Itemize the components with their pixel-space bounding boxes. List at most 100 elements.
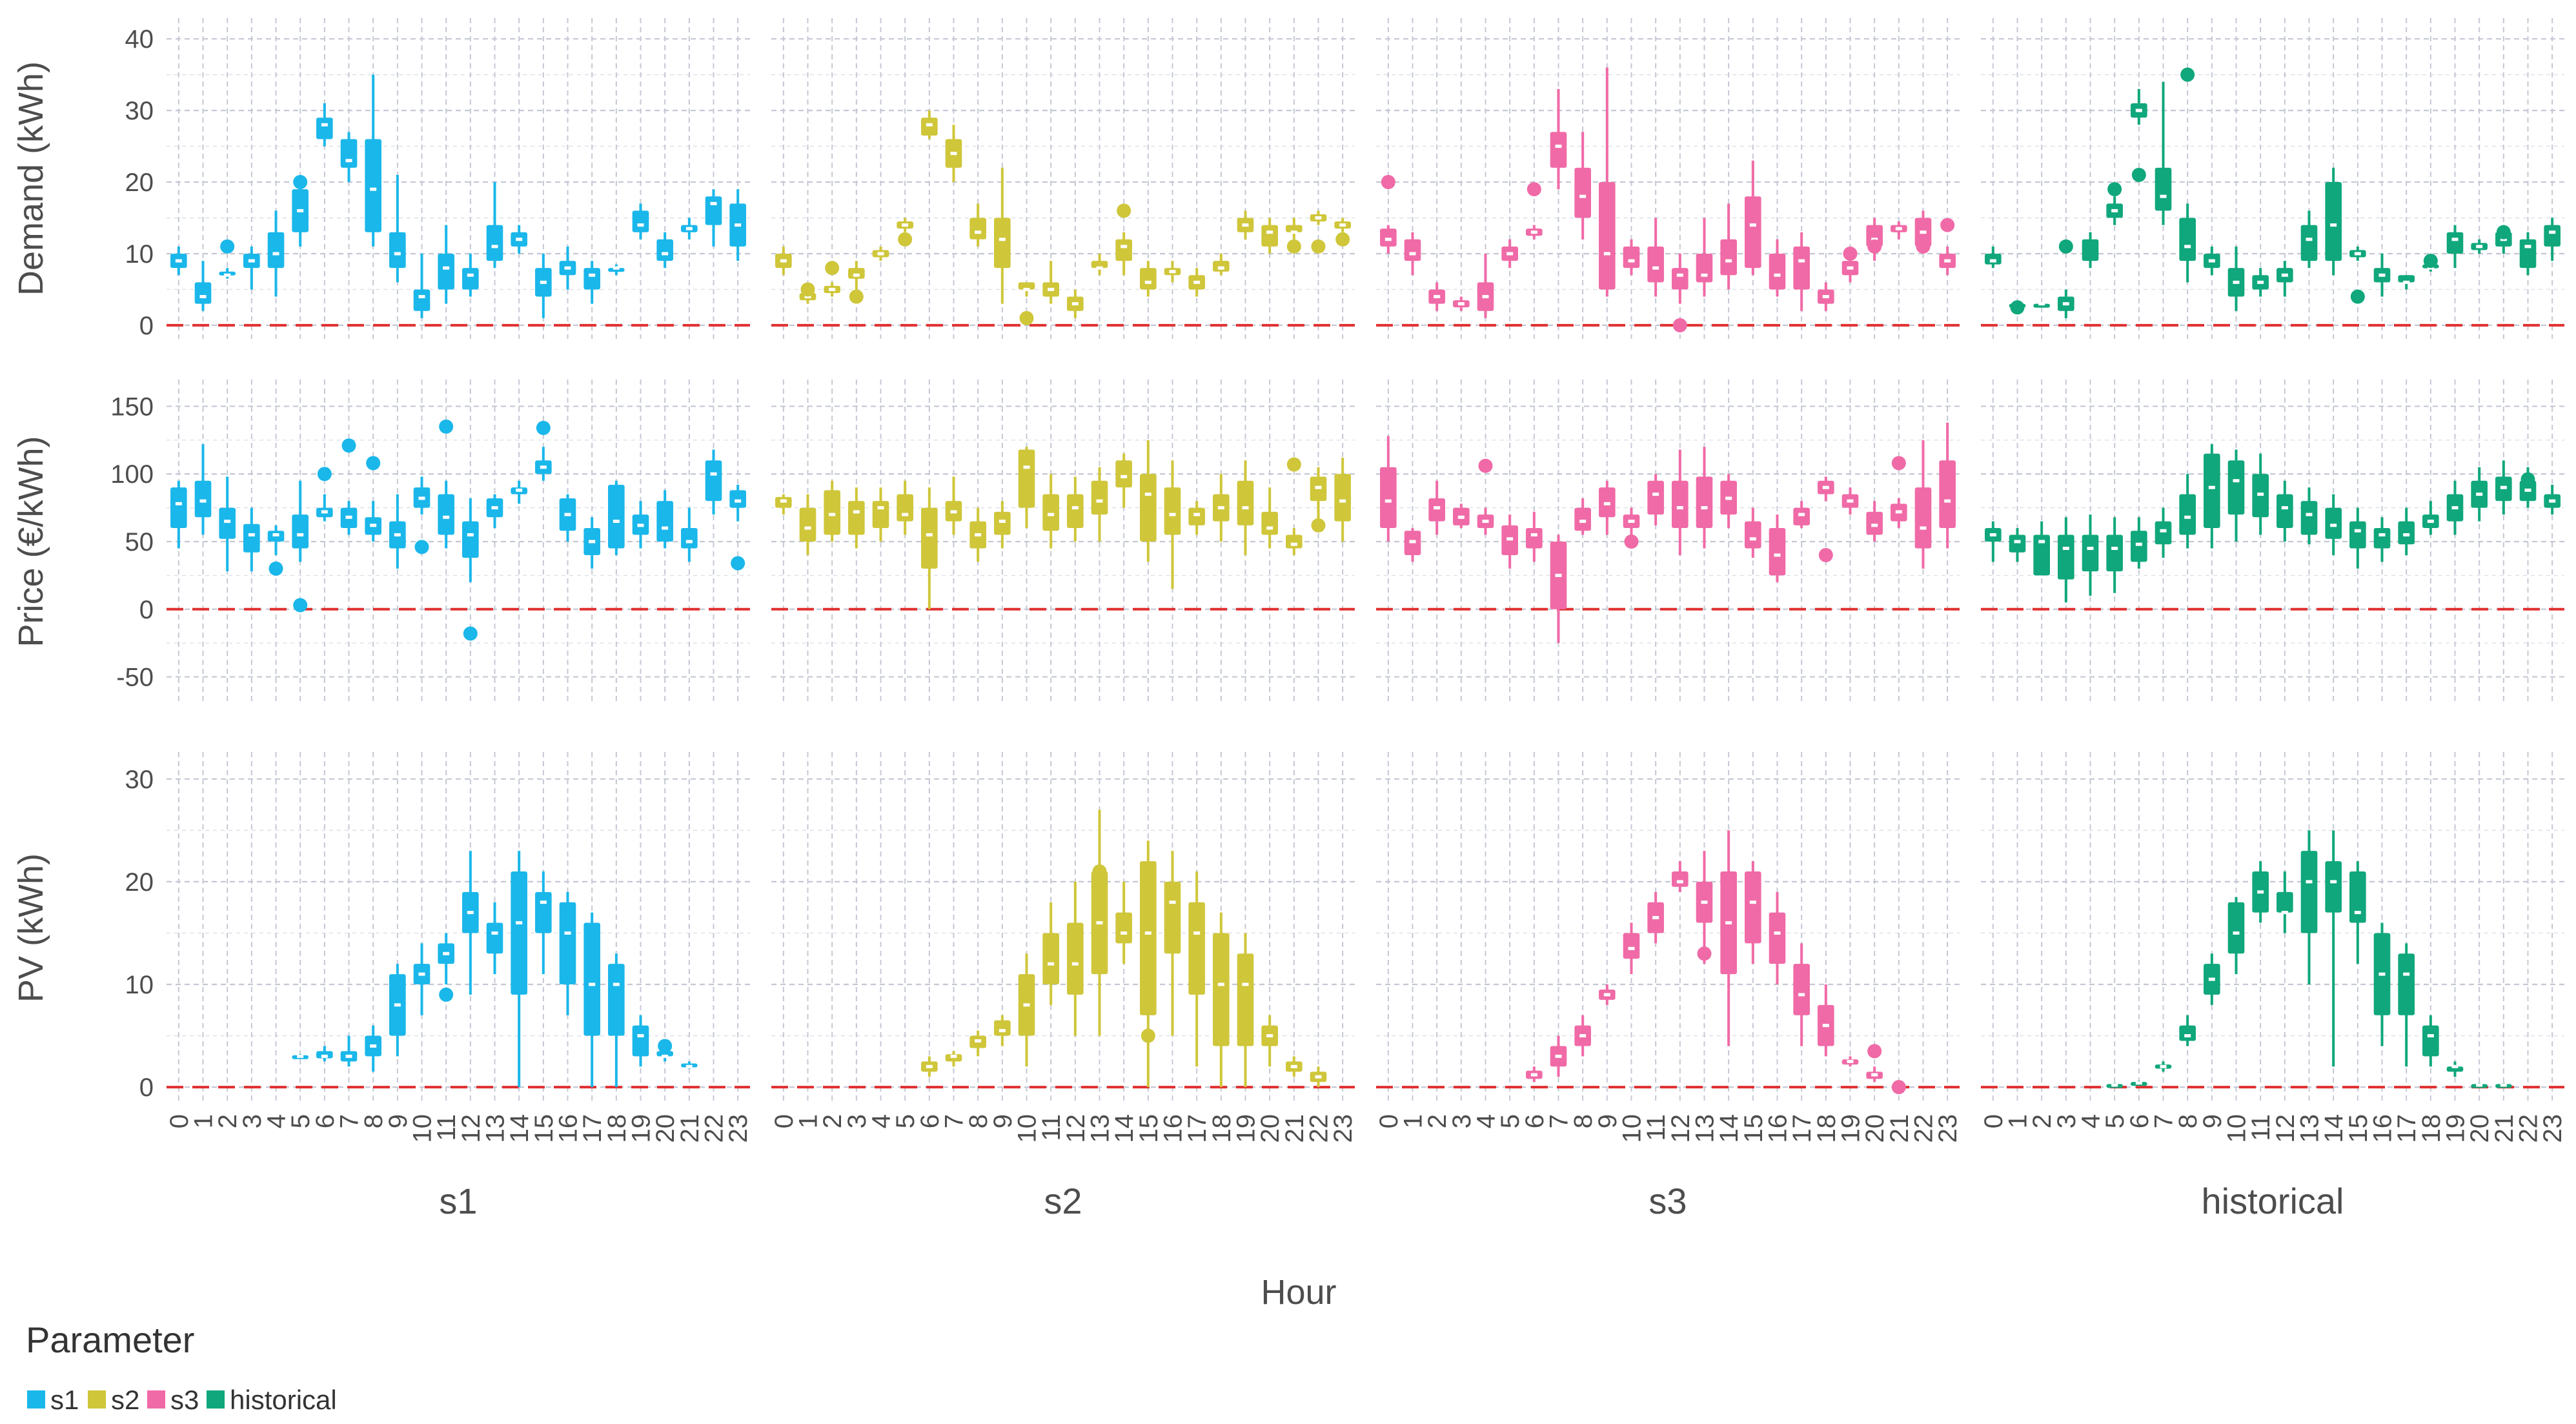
outlier-point [800, 282, 815, 297]
x-tick-label: 10 [409, 1114, 437, 1143]
x-tick-label: 0 [1980, 1114, 2008, 1128]
boxplot-s1-hour-14 [511, 225, 527, 254]
box [1404, 239, 1421, 261]
box [2398, 953, 2415, 1015]
x-tick-label: 22 [1305, 1114, 1334, 1143]
box [559, 902, 576, 984]
outlier-point [269, 561, 283, 576]
boxplot-s1-hour-21 [681, 1061, 698, 1069]
box [1042, 494, 1059, 531]
box [2277, 494, 2293, 529]
boxplot-s2-hour-5 [897, 480, 913, 535]
box [1115, 460, 1132, 488]
x-tick-label: 23 [1934, 1114, 1962, 1143]
x-tick-label: 12 [2271, 1114, 2300, 1143]
box [608, 964, 625, 1036]
box [1672, 871, 1689, 887]
boxplot-historical-hour-14 [2325, 494, 2342, 555]
boxplot-s3-hour-7 [1550, 534, 1567, 644]
boxplot-s1-hour-11 [438, 225, 454, 304]
boxplot-s2-hour-18 [1213, 253, 1230, 276]
box [2349, 871, 2366, 923]
panel-label-historical: historical [2202, 1181, 2344, 1221]
boxplot-s1-hour-19 [632, 203, 649, 239]
box [2325, 507, 2342, 539]
box [316, 117, 333, 139]
boxplot-historical-hour-0 [1985, 246, 2002, 269]
box [340, 139, 358, 168]
y-tick-label: 0 [139, 1073, 154, 1102]
x-tick-label: 18 [1812, 1114, 1841, 1143]
box [1164, 881, 1181, 954]
boxplot-s2-hour-16 [1164, 851, 1181, 1036]
box [1745, 196, 1761, 269]
boxplot-s2-hour-18 [1213, 474, 1230, 542]
boxplot-s2-hour-0 [775, 246, 792, 276]
box [2227, 460, 2245, 515]
boxplots [170, 67, 2561, 1095]
box [2106, 534, 2123, 572]
box [2058, 534, 2074, 580]
outlier-point [2131, 167, 2146, 182]
box [1091, 480, 1108, 515]
x-tick-label: 9 [2198, 1114, 2227, 1128]
box [2082, 534, 2099, 572]
x-tick-label: 23 [724, 1114, 753, 1143]
legend-label-s2: s2 [111, 1385, 139, 1415]
boxplot-historical-hour-6 [2131, 517, 2147, 569]
box [486, 922, 503, 954]
boxplot-s2-hour-4 [872, 246, 889, 261]
boxplot-s2-hour-6 [921, 1056, 938, 1077]
boxplot-s2-hour-11 [1042, 474, 1059, 549]
box [1647, 246, 1664, 283]
box [2155, 167, 2172, 211]
boxplot-historical-hour-14 [2325, 830, 2342, 1067]
boxplot-s3-hour-8 [1574, 498, 1591, 535]
boxplot-s1-hour-7 [340, 1035, 358, 1067]
boxplot-s3-hour-17 [1793, 943, 1810, 1046]
boxplot-historical-hour-20 [2471, 239, 2488, 254]
legend-title: Parameter [26, 1319, 194, 1360]
boxplot-s3-hour-7 [1550, 88, 1567, 190]
boxplot-s3-hour-2 [1428, 480, 1445, 535]
boxplot-s3-hour-9 [1599, 67, 1616, 297]
boxplot-s2-hour-7 [945, 1051, 962, 1067]
x-tick-label: 13 [482, 1114, 510, 1143]
boxplot-s1-hour-3 [243, 246, 260, 290]
boxplot-historical-hour-11 [2252, 861, 2269, 923]
boxplot-s1-hour-8 [365, 74, 381, 247]
x-tick-label: 3 [1448, 1114, 1476, 1128]
box [535, 891, 552, 933]
boxplot-historical-hour-7 [2155, 1061, 2172, 1072]
outlier-point [1526, 182, 1541, 197]
x-tick-label: 4 [1472, 1114, 1501, 1128]
box [1140, 861, 1157, 1015]
boxplot-s2-hour-14 [1115, 453, 1132, 508]
x-tick-label: 23 [2539, 1114, 2567, 1143]
boxplot-s1-hour-1 [194, 261, 212, 311]
box [219, 507, 236, 539]
boxplot-s2-hour-16 [1164, 261, 1181, 283]
box [1286, 534, 1303, 549]
box [1115, 239, 1132, 261]
boxplot-s2-hour-18 [1213, 912, 1230, 1088]
boxplot-s3-hour-20 [1866, 1066, 1883, 1083]
x-tick-label: 13 [1086, 1114, 1115, 1143]
x-tick-label: 21 [1281, 1114, 1309, 1143]
box [897, 494, 913, 522]
x-tick-label: 16 [1159, 1114, 1188, 1143]
boxplot-s2-hour-22 [1310, 1066, 1327, 1088]
boxplot-historical-hour-12 [2277, 480, 2293, 542]
boxplot-s3-hour-3 [1453, 503, 1470, 529]
boxplot-s3-hour-0 [1380, 225, 1397, 254]
box [872, 501, 889, 529]
x-tick-label: 8 [1569, 1114, 1597, 1128]
box [1380, 229, 1397, 247]
box [2373, 528, 2391, 549]
boxplot-s3-hour-10 [1623, 239, 1640, 276]
x-tick-label: 18 [2417, 1114, 2446, 1143]
panel-label-s3: s3 [1648, 1181, 1687, 1221]
box [2349, 521, 2366, 549]
x-tick-label: 15 [1135, 1114, 1163, 1143]
boxplot-s3-hour-23 [1939, 422, 1956, 549]
